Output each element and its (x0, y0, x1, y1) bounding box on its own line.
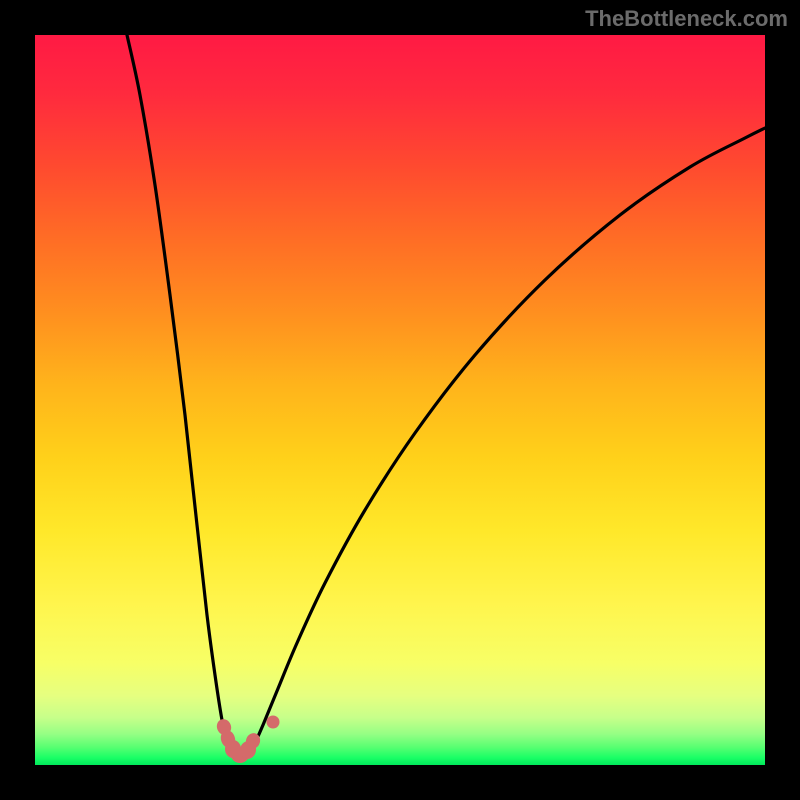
chart-root: TheBottleneck.com (0, 0, 800, 800)
marker-group (215, 716, 280, 764)
plot-area (35, 35, 765, 765)
marker-dot (267, 716, 280, 729)
right-curve (251, 128, 765, 751)
curve-layer (35, 35, 765, 765)
left-curve (127, 35, 231, 751)
watermark-text: TheBottleneck.com (585, 6, 788, 32)
